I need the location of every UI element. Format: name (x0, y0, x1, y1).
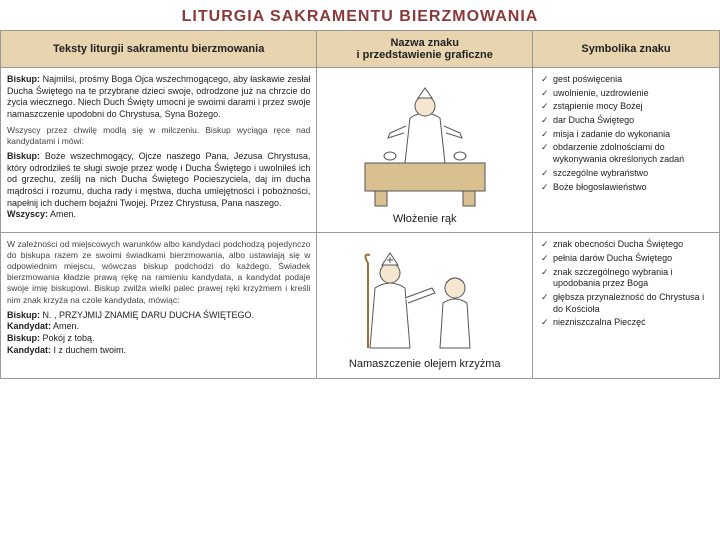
page-title: LITURGIA SAKRAMENTU BIERZMOWANIA (0, 0, 720, 30)
rubric-2: W zależności od miejscowych warunków alb… (7, 239, 310, 305)
header-symbolism: Symbolika znaku (533, 31, 720, 68)
list-item: Boże błogosławieństwo (541, 182, 713, 194)
liturgy-table: Teksty liturgii sakramentu bierzmowania … (0, 30, 720, 379)
symbol-list-1: gest poświęcenia uwolnienie, uzdrowienie… (539, 74, 713, 193)
symbolism-cell-1: gest poświęcenia uwolnienie, uzdrowienie… (533, 68, 720, 233)
bishop-prayer-1: Biskup: Najmilsi, prośmy Boga Ojca wszec… (7, 74, 310, 121)
sign-label-1: Włożenie rąk (323, 212, 526, 226)
table-row: Biskup: Najmilsi, prośmy Boga Ojca wszec… (1, 68, 720, 233)
list-item: znak obecności Ducha Świętego (541, 239, 713, 251)
dialogue: Biskup: N. , PRZYJMIJ ZNAMIĘ DARU DUCHA … (7, 310, 310, 357)
list-item: pełnia darów Ducha Świętego (541, 253, 713, 265)
header-texts: Teksty liturgii sakramentu bierzmowania (1, 31, 317, 68)
sign-cell-1: Włożenie rąk (317, 68, 533, 233)
list-item: misja i zadanie do wykonania (541, 129, 713, 141)
sign-cell-2: Namaszczenie olejem krzyżma (317, 233, 533, 378)
list-item: dar Ducha Świętego (541, 115, 713, 127)
list-item: zstąpienie mocy Bożej (541, 101, 713, 113)
laying-hands-illustration (350, 78, 500, 208)
symbolism-cell-2: znak obecności Ducha Świętego pełnia dar… (533, 233, 720, 378)
list-item: znak szczególnego wybrania i upodobania … (541, 267, 713, 290)
sign-label-2: Namaszczenie olejem krzyżma (323, 357, 526, 371)
list-item: uwolnienie, uzdrowienie (541, 88, 713, 100)
list-item: obdarzenie zdolnościami do wykonywania o… (541, 142, 713, 165)
list-item: głębsza przynależność do Chrystusa i do … (541, 292, 713, 315)
texts-cell-1: Biskup: Najmilsi, prośmy Boga Ojca wszec… (1, 68, 317, 233)
rubric-1: Wszyscy przez chwilę modlą się w milczen… (7, 125, 310, 147)
table-header-row: Teksty liturgii sakramentu bierzmowania … (1, 31, 720, 68)
list-item: szczególne wybraństwo (541, 168, 713, 180)
texts-cell-2: W zależności od miejscowych warunków alb… (1, 233, 317, 378)
header-sign: Nazwa znaku i przedstawienie graficzne (317, 31, 533, 68)
table-row: W zależności od miejscowych warunków alb… (1, 233, 720, 378)
list-item: niezniszczalna Pieczęć (541, 317, 713, 329)
list-item: gest poświęcenia (541, 74, 713, 86)
anointing-illustration (350, 243, 500, 353)
bishop-prayer-2: Biskup: Boże wszechmogący, Ojcze naszego… (7, 151, 310, 221)
symbol-list-2: znak obecności Ducha Świętego pełnia dar… (539, 239, 713, 329)
